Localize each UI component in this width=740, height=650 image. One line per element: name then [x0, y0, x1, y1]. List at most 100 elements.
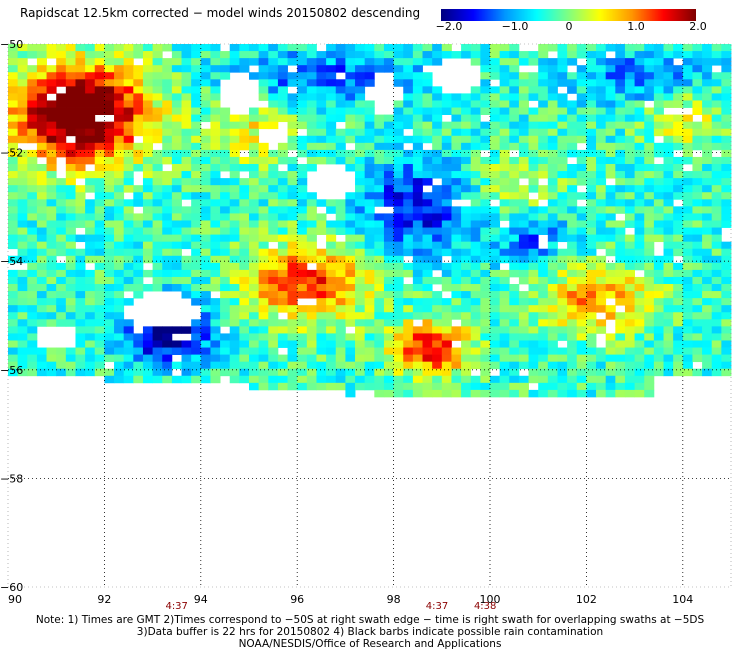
heatmap-cell — [422, 100, 433, 108]
heatmap-cell — [644, 192, 655, 200]
heatmap-cell — [653, 149, 664, 158]
heatmap-cell — [663, 135, 674, 144]
heatmap-cell — [133, 255, 144, 264]
heatmap-cell — [596, 149, 607, 158]
heatmap-cell — [46, 361, 57, 370]
heatmap-cell — [220, 312, 231, 320]
heatmap-cell — [422, 51, 433, 59]
heatmap-cell — [17, 248, 28, 257]
heatmap-cell — [692, 276, 703, 285]
heatmap-cell — [441, 234, 452, 243]
heatmap-cell — [123, 234, 134, 243]
heatmap-cell — [17, 347, 28, 355]
heatmap-cell — [258, 114, 269, 123]
heatmap-cell — [56, 269, 67, 278]
heatmap-cell — [576, 276, 587, 285]
heatmap-cell — [345, 58, 356, 66]
heatmap-cell — [480, 382, 491, 391]
heatmap-cell — [249, 361, 260, 370]
heatmap-cell — [547, 368, 558, 377]
heatmap-cell — [181, 72, 192, 80]
heatmap-cell — [210, 312, 221, 320]
heatmap-cell — [412, 361, 423, 370]
heatmap-cell — [634, 220, 645, 228]
heatmap-cell — [634, 107, 645, 115]
heatmap-cell — [557, 135, 568, 144]
heatmap-cell — [210, 142, 221, 151]
heatmap-cell — [27, 185, 38, 193]
heatmap-cell — [624, 192, 635, 200]
colorbar — [441, 9, 696, 21]
heatmap-cell — [335, 227, 346, 235]
heatmap-cell — [8, 185, 19, 193]
heatmap-cell — [65, 86, 76, 94]
heatmap-cell — [200, 178, 211, 186]
heatmap-cell — [615, 164, 626, 172]
heatmap-cell — [46, 171, 57, 179]
heatmap-cell — [249, 312, 260, 320]
heatmap-cell — [229, 149, 240, 158]
heatmap-cell — [605, 44, 616, 52]
heatmap-cell — [576, 107, 587, 115]
heatmap-cell — [518, 382, 529, 391]
heatmap-cell — [287, 241, 298, 250]
heatmap-cell — [114, 128, 125, 137]
heatmap-cell — [663, 291, 674, 299]
heatmap-cell — [441, 333, 452, 341]
heatmap-cell — [586, 291, 597, 299]
heatmap-cell — [673, 368, 684, 377]
heatmap-cell — [441, 206, 452, 214]
heatmap-cell — [499, 156, 510, 165]
heatmap-cell — [220, 192, 231, 200]
heatmap-cell — [220, 291, 231, 299]
heatmap-cell — [461, 206, 472, 214]
heatmap-cell — [393, 114, 404, 123]
heatmap-cell — [229, 354, 240, 363]
heatmap-cell — [56, 262, 67, 271]
heatmap-cell — [123, 114, 134, 123]
heatmap-cell — [326, 65, 337, 73]
heatmap-cell — [355, 305, 366, 313]
heatmap-cell — [509, 135, 520, 144]
heatmap-cell — [133, 361, 144, 370]
heatmap-cell — [711, 58, 722, 66]
heatmap-cell — [355, 284, 366, 292]
heatmap-cell — [663, 164, 674, 172]
heatmap-cell — [538, 389, 549, 398]
heatmap-cell — [335, 319, 346, 327]
heatmap-cell — [364, 361, 375, 370]
heatmap-cell — [567, 100, 578, 108]
heatmap-cell — [634, 298, 645, 306]
heatmap-cell — [268, 227, 279, 235]
heatmap-cell — [538, 206, 549, 214]
heatmap-cell — [586, 199, 597, 207]
heatmap-cell — [692, 192, 703, 200]
heatmap-cell — [480, 107, 491, 115]
heatmap-cell — [422, 368, 433, 377]
heatmap-cell — [85, 114, 96, 123]
heatmap-cell — [104, 276, 115, 285]
heatmap-cell — [297, 227, 308, 235]
heatmap-cell — [46, 248, 57, 257]
heatmap-cell — [249, 284, 260, 292]
heatmap-cell — [374, 114, 385, 123]
heatmap-cell — [682, 79, 693, 87]
heatmap-cell — [673, 319, 684, 327]
heatmap-cell — [75, 44, 86, 52]
heatmap-cell — [528, 199, 539, 207]
heatmap-cell — [403, 121, 414, 130]
heatmap-cell — [412, 382, 423, 391]
heatmap-cell — [345, 368, 356, 377]
heatmap-cell — [94, 305, 105, 313]
heatmap-cell — [36, 234, 47, 243]
heatmap-cell — [27, 206, 38, 214]
heatmap-cell — [682, 100, 693, 108]
heatmap-cell — [104, 213, 115, 221]
heatmap-cell — [56, 128, 67, 137]
heatmap-cell — [490, 135, 501, 144]
heatmap-cell — [335, 107, 346, 115]
heatmap-cell — [567, 86, 578, 94]
heatmap-cell — [364, 206, 375, 214]
heatmap-cell — [605, 156, 616, 165]
heatmap-cell — [46, 192, 57, 200]
